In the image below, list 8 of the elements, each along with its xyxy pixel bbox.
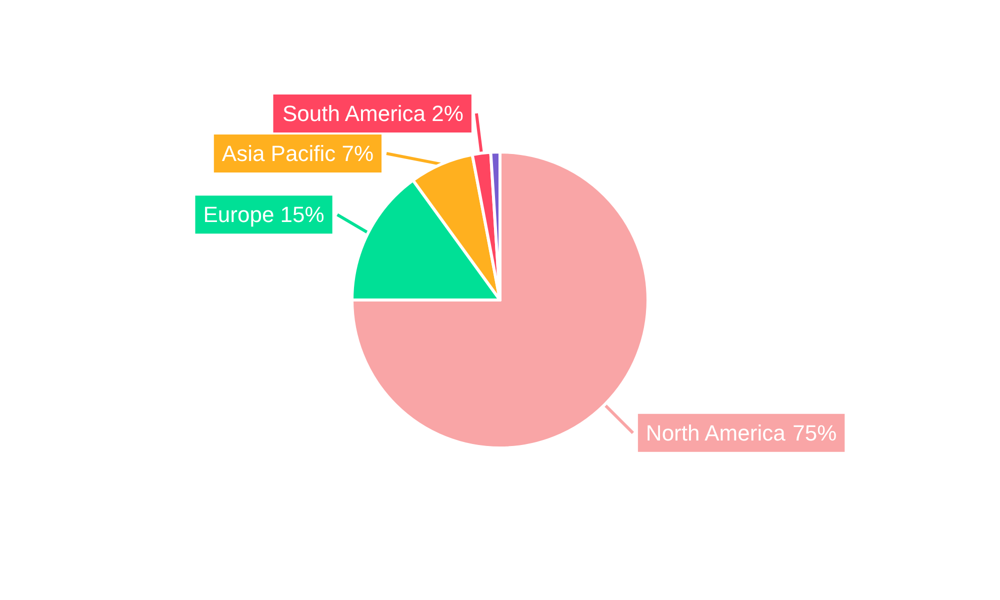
slice-label: North America [646, 420, 786, 446]
slice-label: Asia Pacific [222, 140, 336, 166]
data-label: 75% [792, 420, 837, 446]
slice-label: Europe [203, 202, 274, 228]
slice-label: South America [282, 100, 426, 126]
data-label: 2% [432, 100, 464, 126]
data-label: 7% [342, 140, 374, 166]
data-label: 15% [280, 202, 324, 228]
